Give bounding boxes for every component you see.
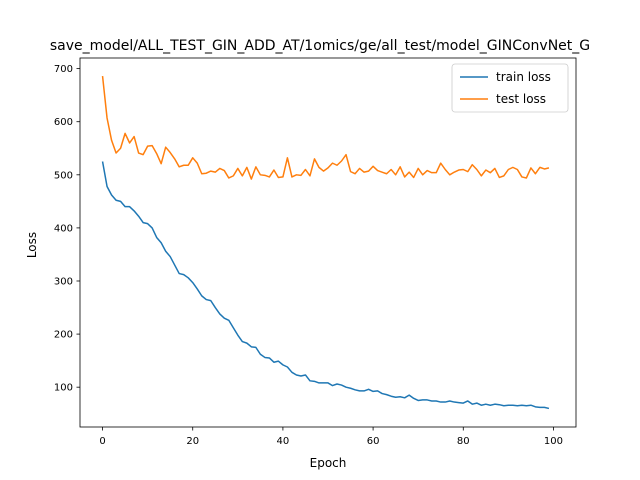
- x-tick-label: 0: [99, 436, 105, 447]
- legend: train loss test loss: [451, 63, 569, 113]
- y-tick-label: 200: [54, 330, 73, 341]
- series-line-0: [101, 161, 550, 410]
- y-axis-label: Loss: [25, 232, 39, 258]
- legend-label-1: test loss: [496, 92, 546, 106]
- chart-title: save_model/ALL_TEST_GIN_ADD_AT/1omics/ge…: [50, 38, 590, 54]
- series-line-1: [101, 75, 550, 180]
- y-tick-label: 400: [54, 223, 73, 234]
- legend-label-0: train loss: [496, 70, 551, 84]
- plot-area: [101, 75, 550, 410]
- legend-box: [451, 63, 569, 113]
- y-tick-label: 600: [54, 117, 73, 128]
- y-tick-label: 500: [54, 170, 73, 181]
- x-tick-label: 100: [544, 436, 563, 447]
- x-tick-label: 40: [277, 436, 290, 447]
- x-tick-label: 20: [186, 436, 199, 447]
- axes: 0 20 40 60 80 100 100 200 300 400 500 600 700: [54, 57, 577, 447]
- y-tick-label: 700: [54, 64, 73, 75]
- axes-frame: [79, 57, 577, 428]
- x-axis-label: Epoch: [310, 456, 347, 470]
- y-tick-label: 100: [54, 383, 73, 394]
- x-tick-label: 60: [367, 436, 380, 447]
- y-tick-label: 300: [54, 276, 73, 287]
- x-tick-label: 80: [457, 436, 470, 447]
